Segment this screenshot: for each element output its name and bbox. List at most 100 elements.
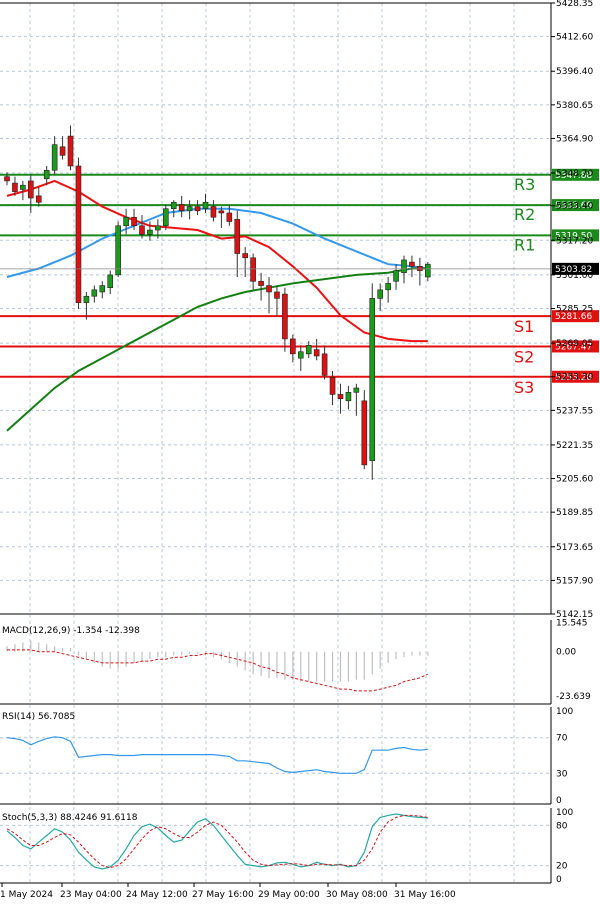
price-tick-label: 5317.20	[556, 236, 593, 246]
price-tick-label: 5205.60	[556, 475, 593, 485]
price-tick-label: 5142.15	[556, 610, 593, 620]
level-price-label: 5347.88	[555, 171, 592, 181]
rsi-tick-label: 30	[556, 769, 568, 779]
level-name-s3: S3	[514, 378, 534, 397]
candle-bearish	[409, 261, 415, 267]
price-tick-label: 5237.55	[556, 406, 593, 416]
stoch-panel: Stoch(5,3,3) 88.4246 91.6118 100 80 20 0	[0, 808, 573, 885]
candle-bullish	[369, 298, 376, 461]
candle-bearish	[226, 212, 233, 222]
level-price-label: 5267.47	[555, 342, 592, 352]
rsi-tick-label: 100	[556, 707, 573, 717]
price-tick-label: 5301.00	[556, 271, 593, 281]
price-tick-label: 5333.40	[556, 202, 593, 212]
candle-bearish	[290, 338, 296, 355]
candle-bearish	[218, 210, 225, 214]
candle-bullish	[345, 391, 352, 402]
rsi-line	[6, 736, 428, 774]
price-tick-label: 5285.25	[556, 305, 593, 315]
candle-bearish	[234, 219, 241, 254]
candle-bearish	[242, 253, 248, 259]
candle-bearish	[12, 182, 18, 192]
candle-bullish	[107, 274, 114, 288]
macd-title: MACD(12,26,9) -1.354 -12.398	[2, 626, 140, 636]
candle-bullish	[377, 289, 383, 299]
candle-bearish	[250, 257, 256, 282]
time-label: 27 May 16:00	[192, 890, 254, 900]
price-tick-label: 5396.40	[556, 67, 593, 77]
candle-bullish	[186, 206, 193, 212]
level-price-box	[552, 370, 599, 383]
candle-bearish	[75, 165, 82, 303]
candle-bearish	[274, 291, 280, 299]
candle-bearish	[178, 204, 185, 212]
price-tick-label: 5412.60	[556, 33, 593, 43]
candle-bullish	[43, 169, 50, 180]
candle-bullish	[91, 289, 98, 297]
stoch-d-line	[6, 814, 428, 869]
candle-bearish	[282, 293, 288, 340]
candle-bearish	[4, 176, 10, 182]
current-price-label: 5303.82	[555, 265, 592, 275]
stoch-tick-label: 0	[556, 875, 562, 885]
macd-tick-label: 15.545	[556, 619, 588, 629]
candle-bearish	[67, 135, 74, 167]
price-tick-label: 5221.35	[556, 441, 593, 451]
candle-bearish	[59, 146, 66, 156]
candle-bullish	[83, 295, 90, 303]
level-price-label: 5253.28	[555, 373, 592, 383]
candle-bullish	[401, 259, 407, 274]
level-price-label: 5333.69	[555, 201, 592, 211]
rsi-tick-label: 0	[556, 796, 562, 806]
candle-bearish	[337, 394, 344, 399]
candle-bearish	[329, 377, 336, 395]
level-price-label: 5281.66	[555, 312, 592, 322]
time-label: 24 May 12:00	[126, 890, 188, 900]
price-tick-label: 5173.65	[556, 543, 593, 553]
candle-bullish	[155, 225, 161, 231]
candle-bullish	[297, 351, 304, 359]
candle-bullish	[353, 387, 360, 393]
stoch-tick-label: 80	[556, 821, 568, 831]
support-resistance-levels: R3 5347.88 R2 5333.69 R1 5319.50 S1 5281.66 S2 52…	[0, 168, 599, 397]
candle-bearish	[313, 349, 320, 357]
time-label: 23 May 04:00	[60, 890, 122, 900]
moving-average-line	[6, 267, 428, 432]
rsi-panel: RSI(14) 56.7085 100 70 30 0	[0, 707, 573, 806]
macd-tick-label: 0.00	[556, 648, 576, 658]
level-price-label: 5319.50	[555, 231, 592, 241]
candle-bearish	[131, 216, 137, 227]
grid	[0, 2, 551, 883]
rsi-title: RSI(14) 56.7085	[2, 712, 75, 722]
candle-bullish	[305, 345, 312, 355]
candle-bullish	[99, 285, 106, 293]
current-price-box	[552, 262, 599, 275]
candle-bearish	[361, 400, 368, 466]
time-label: 31 May 16:00	[394, 890, 456, 900]
price-tick-label: 5269.05	[556, 339, 593, 349]
candle-bearish	[139, 225, 145, 235]
level-name-r3: R3	[514, 175, 535, 194]
candle-bullish	[385, 283, 391, 291]
time-axis: 1 May 2024 23 May 04:00 24 May 12:00 27 May…	[0, 883, 456, 900]
price-tick-label: 5189.85	[556, 508, 593, 518]
candles	[4, 125, 431, 480]
candle-bullish	[51, 144, 58, 171]
time-label: 30 May 08:00	[326, 890, 388, 900]
level-price-box	[552, 229, 599, 242]
rsi-tick-label: 70	[556, 734, 568, 744]
stoch-title: Stoch(5,3,3) 88.4246 91.6118	[2, 813, 138, 823]
candle-bullish	[115, 225, 121, 276]
level-price-box	[552, 168, 599, 181]
candle-bearish	[194, 206, 201, 212]
candle-bearish	[266, 285, 272, 293]
price-tick-label: 5364.90	[556, 134, 593, 144]
price-axis: 5428.35 5412.60 5396.40 5380.65 5364.90 5348.…	[0, 0, 599, 620]
candle-bullish	[123, 216, 129, 227]
price-tick-label: 5428.35	[556, 0, 593, 9]
price-tick-label: 5380.65	[556, 101, 593, 111]
candle-bearish	[35, 195, 42, 203]
level-price-box	[552, 199, 599, 212]
